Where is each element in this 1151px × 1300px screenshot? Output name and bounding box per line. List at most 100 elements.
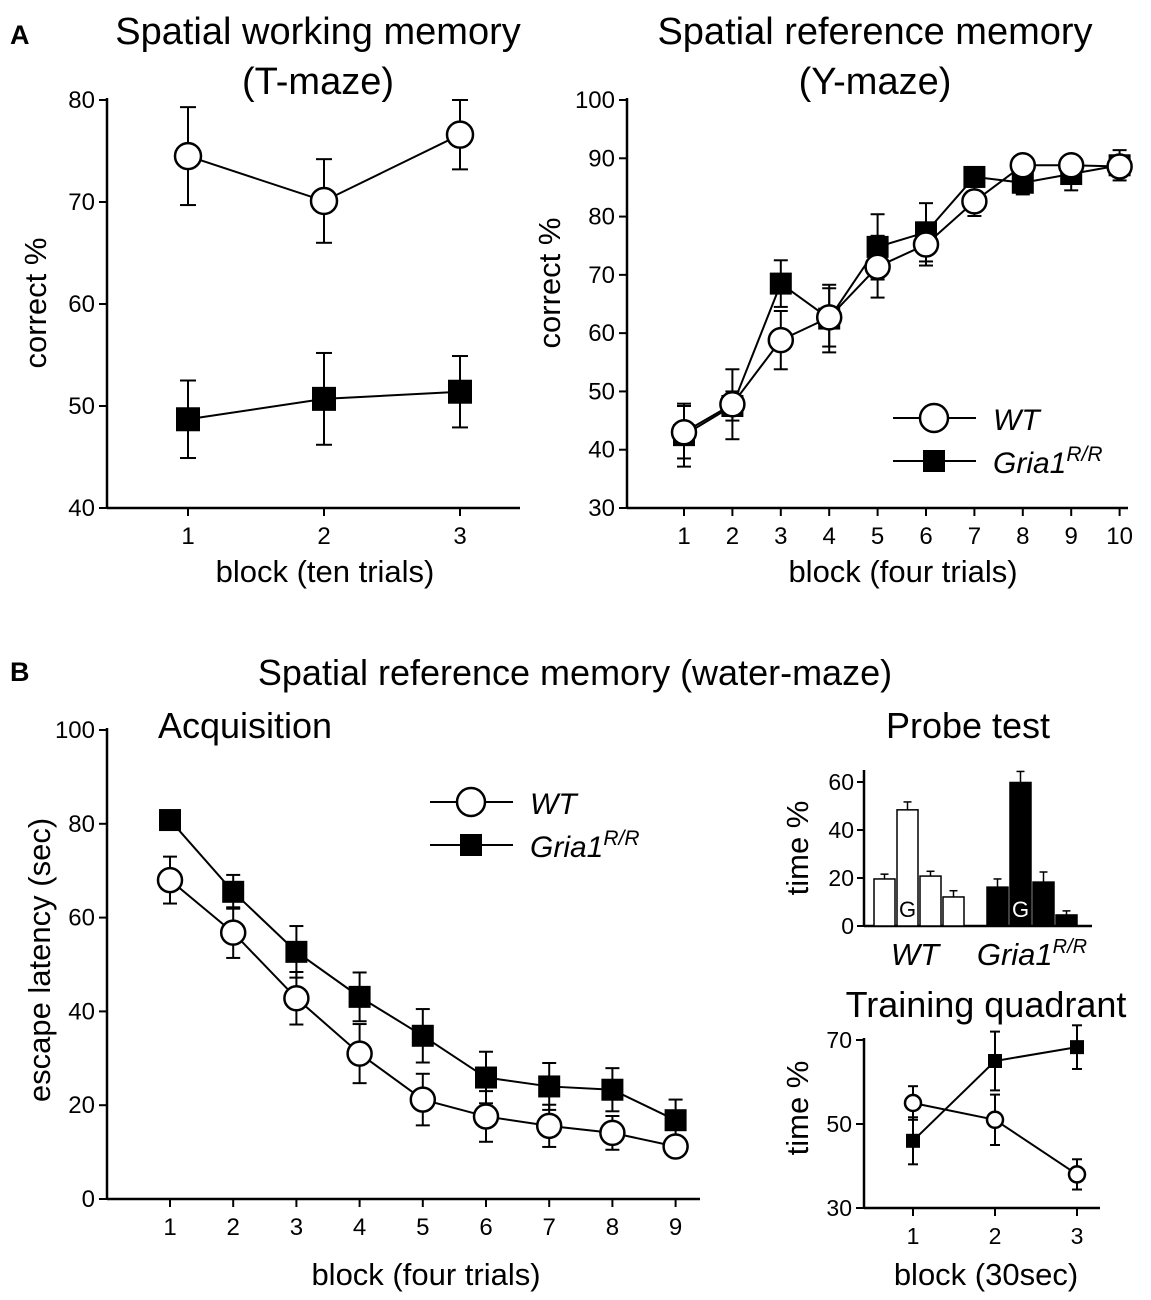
tmaze-gria-point	[448, 379, 472, 404]
acquisition-title: Acquisition	[158, 705, 332, 746]
ymaze-wt-line	[683, 164, 1120, 434]
probe-gria-bar	[986, 886, 1009, 927]
acquisition-y-label: escape latency (sec)	[22, 818, 57, 1102]
acquisition-wt-point	[283, 985, 310, 1012]
acquisition-x-tick-label: 3	[290, 1214, 303, 1241]
panel-label-b: B	[10, 657, 30, 687]
acq-legend-gria-base: Gria1	[530, 831, 603, 864]
tmaze-y-label: correct %	[18, 238, 53, 369]
training-x-tick-label: 2	[989, 1223, 1002, 1249]
acquisition-x-tick-label: 6	[479, 1214, 492, 1241]
probe-group-label-gria: Gria1R/R	[977, 936, 1087, 972]
probe-wt-bar	[919, 875, 942, 927]
tmaze-wt-point	[445, 120, 475, 149]
ymaze-gria-point	[963, 165, 986, 188]
tmaze-y-tick-label: 50	[68, 393, 95, 420]
probe-y-label: time %	[780, 801, 815, 896]
acquisition-y-tick-label: 80	[68, 811, 95, 838]
acq-legend-gria-marker	[460, 834, 482, 856]
tmaze-y-tick-label: 70	[68, 189, 95, 216]
probe-group-gria-base: Gria1	[977, 937, 1053, 972]
ymaze-title-line2: (Y-maze)	[799, 61, 952, 103]
acquisition-legend: WT Gria1R/R	[430, 786, 640, 864]
probe-wt-bar	[873, 878, 896, 927]
acquisition-gria-point	[411, 1024, 434, 1047]
training-y-tick-label: 50	[826, 1111, 852, 1137]
tmaze-x-tick-label: 1	[181, 523, 194, 550]
ymaze-chart: Spatial reference memory (Y-maze) block …	[532, 11, 1133, 589]
ymaze-y-tick-label: 100	[575, 87, 615, 114]
acquisition-chart: Acquisition block (four trials) escape l…	[22, 705, 700, 1292]
ymaze-x-tick-label: 7	[968, 523, 981, 550]
tmaze-title-line1: Spatial working memory	[115, 11, 520, 53]
acquisition-x-tick-label: 7	[543, 1214, 556, 1241]
ymaze-y-tick-label: 50	[588, 378, 615, 405]
acquisition-wt-point	[219, 919, 247, 946]
acq-legend-wt-label: WT	[530, 788, 579, 821]
training-y-label: time %	[780, 1061, 815, 1156]
acquisition-wt-point	[472, 1103, 500, 1130]
tmaze-gria-point	[176, 407, 200, 432]
probe-y-tick-label: 60	[828, 769, 854, 795]
acquisition-y-tick-label: 60	[68, 905, 95, 932]
panel-label-a: A	[10, 20, 30, 50]
acquisition-x-tick-label: 1	[163, 1214, 176, 1241]
probe-gria-bar	[1032, 881, 1055, 927]
probe-chart: Probe test time % WT Gria1R/R 0 20 40 60 G G	[780, 705, 1092, 972]
ymaze-y-tick-label: 90	[588, 145, 615, 172]
ymaze-y-tick-label: 40	[588, 437, 615, 464]
tmaze-wt-point	[309, 186, 339, 216]
ymaze-legend-gria-marker	[923, 450, 945, 472]
probe-wt-bar	[896, 809, 919, 927]
ymaze-gria-line	[683, 164, 1120, 436]
acquisition-wt-point	[535, 1112, 563, 1140]
acquisition-y-tick-label: 40	[68, 998, 95, 1025]
probe-y-tick-label: 40	[828, 817, 854, 843]
acquisition-gria-point	[222, 880, 245, 903]
acquisition-y-tick-label: 20	[68, 1092, 95, 1119]
section-b-title: Spatial reference memory (water-maze)	[258, 652, 892, 693]
acq-legend-wt-marker	[455, 786, 487, 818]
ymaze-gria-point	[769, 272, 792, 295]
ymaze-x-tick-label: 3	[774, 523, 787, 550]
acquisition-gria-point	[664, 1109, 687, 1132]
tmaze-gria-point	[312, 386, 336, 411]
tmaze-wt-point	[173, 141, 203, 171]
tmaze-y-tick-label: 40	[68, 495, 95, 522]
training-wt-point	[903, 1093, 923, 1113]
ymaze-x-tick-label: 6	[919, 523, 932, 550]
acquisition-wt-point	[156, 866, 184, 894]
acquisition-x-tick-label: 9	[669, 1214, 682, 1241]
ymaze-wt-point	[864, 253, 891, 280]
tmaze-y-tick-label: 80	[68, 87, 95, 114]
tmaze-chart: Spatial working memory (T-maze) block (t…	[18, 11, 521, 589]
acquisition-x-tick-label: 2	[227, 1214, 240, 1241]
tmaze-x-tick-label: 3	[453, 523, 466, 550]
ymaze-y-tick-label: 80	[588, 204, 615, 231]
ymaze-wt-point	[912, 231, 940, 258]
ymaze-legend-gria-sup: R/R	[1066, 443, 1102, 466]
acquisition-gria-point	[538, 1075, 561, 1098]
acq-legend-gria-label: Gria1R/R	[530, 827, 640, 864]
acquisition-x-tick-label: 4	[353, 1214, 366, 1241]
ymaze-x-tick-label: 9	[1065, 523, 1078, 550]
ymaze-wt-point	[1106, 153, 1133, 180]
acquisition-x-tick-label: 5	[416, 1214, 429, 1241]
training-gria-point	[906, 1133, 920, 1148]
training-x-label: block (30sec)	[894, 1257, 1078, 1292]
probe-group-label-wt: WT	[891, 937, 941, 972]
ymaze-x-label: block (four trials)	[788, 554, 1017, 589]
acquisition-wt-point	[662, 1133, 689, 1160]
ymaze-x-tick-label: 1	[677, 523, 690, 550]
ymaze-legend-gria-label: Gria1R/R	[993, 443, 1103, 480]
ymaze-legend-wt-label: WT	[993, 404, 1042, 437]
ymaze-wt-point	[815, 304, 843, 331]
training-wt-point	[1067, 1165, 1087, 1184]
acquisition-x-label: block (four trials)	[311, 1257, 540, 1292]
probe-gria-goal-label: G	[1012, 897, 1029, 922]
ymaze-y-label: correct %	[532, 218, 567, 349]
tmaze-title-line2: (T-maze)	[242, 61, 394, 103]
ymaze-wt-point	[767, 326, 795, 354]
ymaze-x-tick-label: 4	[823, 523, 836, 550]
